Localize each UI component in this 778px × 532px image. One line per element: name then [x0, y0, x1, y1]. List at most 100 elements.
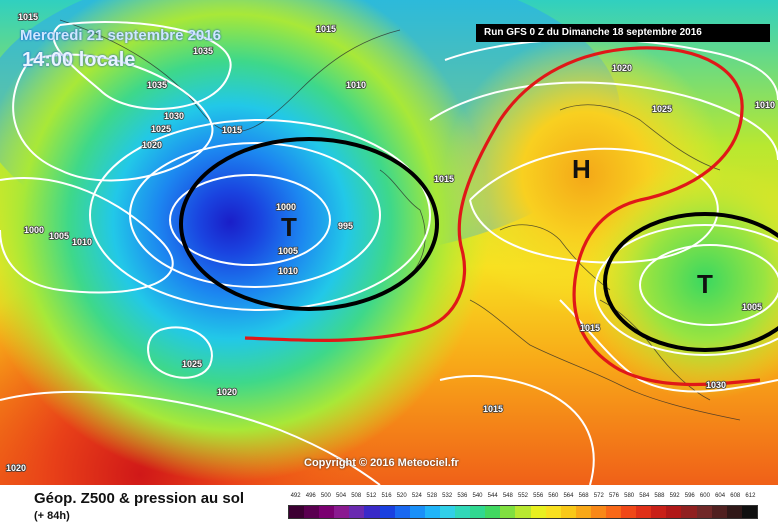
legend-color-cell [530, 506, 546, 518]
isobar-label: 1015 [18, 12, 38, 22]
isobar-label: 1025 [182, 359, 202, 369]
legend-value-label: 496 [305, 493, 316, 499]
legend-color-cell [681, 506, 697, 518]
legend-value-label: 612 [745, 493, 756, 499]
legend-value-label: 552 [517, 493, 529, 499]
isobar-label: 1020 [6, 463, 26, 473]
legend-color-cell [349, 506, 365, 518]
legend-value-label: 532 [442, 493, 453, 499]
legend-color-cell [741, 506, 757, 518]
legend-color-cell [696, 506, 712, 518]
legend-value-label: 504 [336, 493, 347, 499]
black-circle-eastern-low [603, 212, 778, 352]
isobars [0, 21, 778, 485]
legend-value-label: 536 [457, 493, 468, 499]
isobar-label: 1010 [72, 237, 92, 247]
legend-color-cell [711, 506, 727, 518]
isobar-label: 1025 [151, 124, 171, 134]
low-pressure-label-eastern: T [697, 269, 713, 299]
legend-value-label: 556 [533, 493, 544, 499]
legend-color-cell [636, 506, 652, 518]
legend-color-cell [500, 506, 516, 518]
legend-color-cell [545, 506, 561, 518]
legend-value-label: 500 [320, 493, 331, 499]
legend-labels: 492 496 500 504 508 512 516 520 524 528 532 536 540 5… [288, 493, 758, 503]
legend-value-label: 588 [654, 493, 665, 499]
legend-value-label: 564 [563, 493, 574, 499]
coastlines [59, 19, 741, 421]
legend-value-label: 540 [472, 493, 483, 499]
legend-value-label: 512 [366, 493, 377, 499]
legend-color-cell [439, 506, 456, 518]
black-circle-atlantic-low [179, 137, 439, 311]
legend-color-cell [485, 506, 501, 518]
legend-color-cell [379, 506, 395, 518]
legend-value-label: 576 [608, 493, 619, 499]
color-scale-legend: 492 496 500 504 508 512 516 520 524 528 532 536 540 5… [288, 493, 758, 521]
legend-color-cell [651, 506, 667, 518]
legend-color-cell [621, 506, 637, 518]
isobar-label: 1005 [742, 302, 762, 312]
legend-color-cell [726, 506, 742, 518]
isobar-labels: 1015 1015 1035 1035 1030 1025 1020 1015 … [5, 11, 776, 474]
legend-color-cell [470, 506, 486, 518]
valid-date: Mercredi 21 septembre 2016 [20, 27, 221, 44]
legend-value-label: 580 [624, 493, 635, 499]
isobar-label: 1015 [580, 323, 600, 333]
isobar-label: 1005 [49, 231, 69, 241]
legend-color-cell [334, 506, 350, 518]
legend-color-cell [560, 506, 576, 518]
legend-value-label: 560 [548, 493, 559, 499]
isobar-label: 1010 [755, 100, 775, 110]
legend-value-label: 544 [487, 493, 498, 499]
isobar-label: 1000 [24, 225, 44, 235]
isobar-label: 1010 [278, 266, 298, 276]
legend-value-label: 572 [593, 493, 604, 499]
legend-color-cell [394, 506, 410, 518]
legend-value-label: 520 [396, 493, 407, 499]
legend-color-cell [590, 506, 606, 518]
isobar-label: 1035 [193, 46, 213, 56]
high-pressure-label-scandinavia: H [572, 154, 591, 184]
legend-color-cell [304, 506, 320, 518]
copyright-notice: Copyright © 2016 Meteociel.fr [304, 457, 459, 469]
isobar-label: 1015 [316, 24, 336, 34]
product-title: Géop. Z500 & pression au sol [34, 490, 245, 507]
legend-value-label: 516 [381, 493, 392, 499]
isobar-label: 1020 [142, 140, 162, 150]
red-contour-line [244, 46, 761, 387]
weather-map: T H T 1015 1015 1035 1035 1030 1025 1020… [0, 0, 778, 485]
legend-color-cell [666, 506, 682, 518]
legend-color-cell [409, 506, 425, 518]
legend-color-cell [515, 506, 531, 518]
legend-color-cell [455, 506, 471, 518]
legend-value-label: 524 [411, 493, 422, 499]
legend-color-cell [289, 506, 305, 518]
legend-value-label: 596 [684, 493, 695, 499]
legend-value-label: 604 [715, 493, 726, 499]
legend-value-label: 548 [502, 493, 513, 499]
legend-color-cell [605, 506, 622, 518]
legend-value-label: 492 [290, 493, 301, 499]
legend-value-label: 528 [427, 493, 438, 499]
isobar-label: 1005 [278, 246, 298, 256]
isobar-label: 1015 [434, 174, 454, 184]
legend-value-label: 584 [639, 493, 650, 499]
legend-value-label: 600 [699, 493, 710, 499]
model-run-banner: Run GFS 0 Z du Dimanche 18 septembre 201… [476, 24, 770, 42]
legend-value-label: 508 [351, 493, 362, 499]
legend-color-bar [288, 505, 758, 519]
isobar-label: 1035 [147, 80, 167, 90]
legend-value-label: 568 [578, 493, 589, 499]
legend-color-cell [319, 506, 335, 518]
isobar-label: 1015 [483, 404, 503, 414]
isobar-label: 1010 [346, 80, 366, 90]
field-eastern-low [0, 0, 778, 485]
legend-value-label: 608 [730, 493, 741, 499]
isobar-label: 1015 [222, 125, 242, 135]
isobar-label: 995 [338, 221, 353, 231]
legend-color-cell [575, 506, 591, 518]
isobar-label: 1025 [652, 104, 672, 114]
isobar-label: 1020 [217, 387, 237, 397]
isobar-label: 1000 [276, 202, 296, 212]
